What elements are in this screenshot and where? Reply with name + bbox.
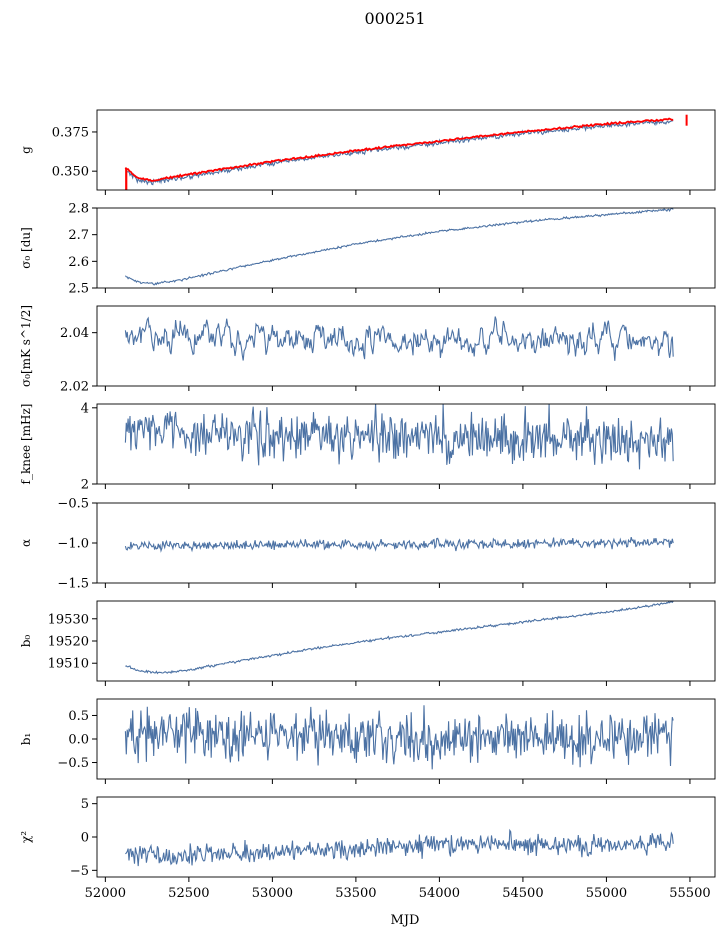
y-axis-label-g: g <box>19 146 33 154</box>
y-tick-label: 0.0 <box>68 733 89 748</box>
panel-fknee: 2 4 f_knee [mHz] <box>19 401 716 493</box>
series-line-b0 <box>125 601 674 675</box>
x-tick-label: 53500 <box>335 886 376 901</box>
series-line-b1 <box>124 705 674 770</box>
series-line-alpha <box>124 536 674 553</box>
panel-sigma0: 2.5 2.6 2.7 2.8 σ₀ [du] <box>19 202 716 297</box>
y-tick-label: 19530 <box>48 612 89 627</box>
y-axis-label-b0: b₀ <box>19 635 33 648</box>
y-axis-label-alpha: α <box>19 539 33 547</box>
y-tick-label: −0.5 <box>57 497 89 512</box>
series-line-chi2 <box>125 828 674 867</box>
y-tick-label: 2 <box>81 478 89 493</box>
panel-b0: 19510 19520 19530 b₀ <box>19 600 716 686</box>
y-tick-label: −1.0 <box>57 537 89 552</box>
series-line-sigma0_mks <box>124 316 674 361</box>
panel-frame-sigma0 <box>96 207 716 289</box>
y-tick-label: 5 <box>81 797 89 812</box>
x-tick-label: 52000 <box>85 886 126 901</box>
x-tick-label: 54500 <box>502 886 543 901</box>
x-tick-label: 53000 <box>252 886 293 901</box>
y-tick-label: 0.5 <box>68 709 89 724</box>
y-tick-label: 2.7 <box>68 228 89 243</box>
y-tick-label: 19510 <box>48 657 89 672</box>
y-tick-label: 0.350 <box>52 165 89 180</box>
panel-chi2: −5 0 5 χ² 52000 52500 53000 53500 54000 54500 5500… <box>19 796 716 901</box>
panel-sigma0_mks: 2.02 2.04 σ₀[mK s^1/2] <box>19 305 716 395</box>
y-axis-label-b1: b₁ <box>19 733 33 746</box>
panel-b1: −0.5 0.0 0.5 b₁ <box>19 698 716 784</box>
y-tick-label: 2.6 <box>68 255 89 270</box>
y-tick-label: 2.8 <box>68 202 89 217</box>
x-tick-label: 55000 <box>586 886 627 901</box>
y-axis-label-sigma0_mks: σ₀[mK s^1/2] <box>19 305 33 387</box>
y-tick-label: 0 <box>81 831 89 846</box>
panel-alpha: −1.5 −1.0 −0.5 α <box>19 497 716 592</box>
x-axis-label: MJD <box>391 913 420 928</box>
panel-frame-sigma0_mks <box>96 305 716 387</box>
y-tick-label: −0.5 <box>57 756 89 771</box>
y-tick-label: 4 <box>81 401 89 416</box>
x-tick-label: 54000 <box>419 886 460 901</box>
y-tick-label: 0.375 <box>52 125 89 140</box>
series-line-sigma0 <box>124 208 674 286</box>
panel-frame-g <box>96 109 716 191</box>
panels-container: 0.350 0.375 g 2.5 2.6 2.7 2.8 σ₀ [du] 2.02 2.04 σ₀… <box>19 109 716 901</box>
y-tick-label: 2.02 <box>60 380 89 395</box>
panel-frame-fknee <box>96 403 716 485</box>
y-tick-label: 2.5 <box>68 282 89 297</box>
y-tick-label: 2.04 <box>60 326 89 341</box>
y-tick-label: −1.5 <box>57 577 89 592</box>
y-tick-label: 19520 <box>48 635 89 650</box>
x-tick-label: 55500 <box>669 886 710 901</box>
figure-title: 000251 <box>364 9 425 28</box>
overlay-line-g <box>124 117 674 182</box>
y-tick-label: −5 <box>70 864 89 879</box>
series-line-fknee <box>124 404 674 470</box>
y-axis-label-chi2: χ² <box>19 831 33 843</box>
panel-g: 0.350 0.375 g <box>19 109 716 195</box>
x-tick-label: 52500 <box>168 886 209 901</box>
y-axis-label-fknee: f_knee [mHz] <box>19 404 33 485</box>
y-axis-label-sigma0: σ₀ [du] <box>19 227 33 269</box>
